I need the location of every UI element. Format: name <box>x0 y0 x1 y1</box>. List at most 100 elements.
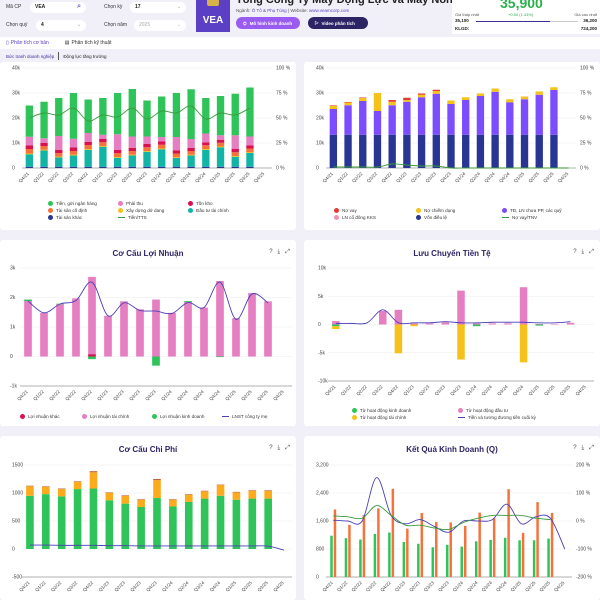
x-tick-label: Q1/22 <box>336 171 349 184</box>
legend-item[interactable]: Vốn điều lệ <box>416 215 502 220</box>
legend-dot-icon <box>416 208 421 213</box>
bar-segment <box>535 134 543 168</box>
x-tick-label: Q4/21 <box>322 171 335 184</box>
bar-segment <box>128 154 136 156</box>
legend-item[interactable]: Tài sản khác <box>48 215 118 220</box>
legend-item[interactable]: Lợi nhuận tài chính <box>82 414 152 419</box>
legend-item[interactable]: Từ hoạt động tài chính <box>352 415 458 420</box>
expand-icon[interactable]: ⤢ <box>589 445 594 451</box>
bar-segment <box>432 91 440 94</box>
download-icon[interactable]: ⤓ <box>581 249 585 255</box>
bar-segment <box>172 157 181 158</box>
bar-segment <box>128 89 136 137</box>
quarter-select[interactable]: 4 ⌄ <box>36 19 86 31</box>
year-select[interactable]: 2025 ⌄ <box>134 19 186 31</box>
help-icon[interactable]: ? <box>573 249 577 255</box>
legend-item[interactable]: Tiền và tương đương tiền cuối kỳ <box>458 415 568 420</box>
bar-segment <box>184 494 193 495</box>
x-tick-label: Q3/24 <box>481 580 494 593</box>
business-model-button[interactable]: ⛭ Mô hình kinh doanh <box>236 17 300 29</box>
bar-segment <box>113 134 122 150</box>
bar-segment <box>184 494 193 502</box>
download-icon[interactable]: ⤓ <box>581 445 585 451</box>
bar-segment <box>25 145 34 149</box>
legend-item[interactable]: LN cổ đông KKS <box>334 215 416 220</box>
x-tick-label: Q4/25 <box>553 580 566 593</box>
legend-item[interactable]: Từ hoạt động kinh doanh <box>352 408 458 413</box>
download-icon[interactable]: ⤓ <box>277 445 281 451</box>
y-tick-label: 10k <box>12 141 21 147</box>
series-line <box>333 163 569 169</box>
help-icon[interactable]: ? <box>269 445 273 451</box>
bar-lnst <box>406 528 409 577</box>
bar-segment <box>40 166 48 168</box>
website-link[interactable]: www.veamcorp.com <box>309 8 350 13</box>
legend-item[interactable]: Nợ vay <box>334 208 416 213</box>
legend-item[interactable]: Lợi nhuận kinh doanh <box>152 414 222 419</box>
bar-lnst <box>536 502 539 577</box>
bar-segment <box>462 97 470 100</box>
expand-icon[interactable]: ⤢ <box>285 249 290 255</box>
video-analysis-button[interactable]: ▷ Video phân tích <box>308 17 368 29</box>
legend-item[interactable]: Tài sản cố định <box>48 208 118 213</box>
y2-tick-label: 100 % <box>576 491 591 497</box>
series-line <box>333 505 551 531</box>
legend-item[interactable]: Tiền, gửi ngân hàng <box>48 201 118 206</box>
legend-label: Tiền, gửi ngân hàng <box>56 201 97 206</box>
legend-item[interactable]: Tiền/TTS <box>118 215 188 220</box>
bar-segment <box>329 109 338 135</box>
tab-technical[interactable]: ▤ Phân tích kỹ thuật <box>65 40 112 46</box>
sub-tabs: Bức tranh doanh nghiệp Động lực tăng trư… <box>0 50 600 62</box>
bar-segment <box>476 134 485 168</box>
legend-item[interactable]: LNST công ty mẹ <box>222 414 292 419</box>
legend-item[interactable]: Tồn kho <box>188 201 258 206</box>
x-tick-label: Q1/24 <box>150 171 163 184</box>
ticker-input[interactable]: VEA ⌕ <box>30 1 86 13</box>
x-tick-label: Q3/25 <box>256 580 269 593</box>
legend-item[interactable]: Nợ chiếm dụng <box>416 208 502 213</box>
expand-icon[interactable]: ⤢ <box>285 445 290 451</box>
legend-dot-icon <box>48 201 53 206</box>
legend-item[interactable]: Đầu tư tài chính <box>188 208 258 213</box>
download-icon[interactable]: ⤓ <box>277 249 281 255</box>
bar-segment <box>432 93 440 135</box>
legend-item[interactable]: Từ hoạt động đầu tư <box>458 408 568 413</box>
bar-segment <box>143 144 151 148</box>
bar-segment <box>388 105 396 135</box>
subtab-growth-drivers[interactable]: Động lực tăng trưởng <box>63 53 107 59</box>
cashflow-card: Lưu Chuyển Tiền Tệ ? ⤓ ⤢ -10k -5k 0 5k 10k Q4/2… <box>304 240 600 426</box>
bar-segment <box>99 134 107 139</box>
bar-segment <box>200 490 209 492</box>
expand-icon[interactable]: ⤢ <box>589 249 594 255</box>
period-select[interactable]: 17 ⌄ <box>130 1 186 13</box>
bar-segment <box>143 100 151 137</box>
bar-segment <box>187 89 195 139</box>
legend-item[interactable]: Nợ vay/TNV <box>502 215 592 220</box>
x-tick-label: Q1/25 <box>224 389 237 402</box>
bar-doanh-thu <box>417 543 420 577</box>
legend-dot-icon <box>334 208 339 213</box>
bar-segment <box>40 149 48 151</box>
legend-item[interactable]: Lợi nhuận khác <box>20 414 82 419</box>
bar-segment <box>187 166 195 168</box>
bar-segment <box>403 101 411 135</box>
series-line <box>29 544 285 551</box>
legend-item[interactable]: Phải thu <box>118 201 188 206</box>
bar-segment <box>550 134 558 168</box>
bar-segment <box>202 142 210 146</box>
legend-item[interactable]: TĐ, LN chưa PP, các quỹ <box>502 208 592 213</box>
help-icon[interactable]: ? <box>269 249 273 255</box>
volume-label: KLGD: <box>455 26 470 31</box>
bar-segment <box>216 166 225 168</box>
subtab-business-overview[interactable]: Bức tranh doanh nghiệp <box>6 53 55 59</box>
search-icon[interactable]: ⌕ <box>77 3 81 10</box>
help-icon[interactable]: ? <box>573 445 577 451</box>
legend-item[interactable]: Xây dựng dở dang <box>118 208 188 213</box>
bar-segment <box>69 151 78 155</box>
x-tick-label: Q2/22 <box>48 389 61 402</box>
x-tick-label: Q4/23 <box>439 171 452 184</box>
industry-link[interactable]: Ô Tô & Phụ Tùng <box>251 8 287 13</box>
cashflow-chart-title: Lưu Chuyển Tiền Tệ <box>413 249 491 258</box>
tab-fundamental[interactable]: ▯ Phân tích cơ bản <box>6 40 49 46</box>
